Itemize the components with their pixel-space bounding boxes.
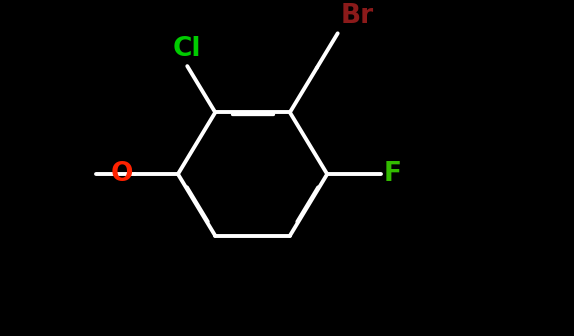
Text: Br: Br — [341, 3, 374, 30]
Text: Cl: Cl — [173, 36, 201, 62]
Text: F: F — [384, 161, 402, 187]
Text: O: O — [110, 161, 133, 187]
